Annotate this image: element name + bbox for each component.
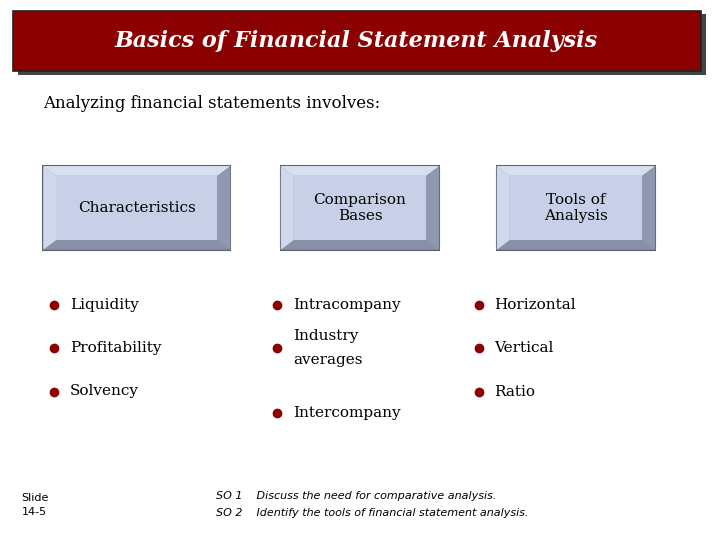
FancyBboxPatch shape: [18, 14, 706, 75]
Text: SO 2    Identify the tools of financial statement analysis.: SO 2 Identify the tools of financial sta…: [216, 508, 528, 518]
Text: averages: averages: [293, 353, 363, 367]
FancyBboxPatch shape: [281, 166, 439, 249]
FancyBboxPatch shape: [497, 166, 655, 249]
Polygon shape: [497, 166, 510, 249]
Text: Intercompany: Intercompany: [293, 406, 400, 420]
Polygon shape: [43, 166, 56, 249]
Polygon shape: [642, 166, 655, 249]
FancyBboxPatch shape: [43, 166, 230, 249]
Polygon shape: [497, 240, 655, 249]
FancyBboxPatch shape: [510, 176, 642, 240]
Polygon shape: [281, 166, 294, 249]
Text: Liquidity: Liquidity: [70, 298, 139, 312]
Text: Analyzing financial statements involves:: Analyzing financial statements involves:: [43, 95, 380, 112]
Polygon shape: [497, 166, 655, 176]
Text: Vertical: Vertical: [495, 341, 554, 355]
Text: Horizontal: Horizontal: [495, 298, 576, 312]
Polygon shape: [217, 166, 230, 249]
Text: Characteristics: Characteristics: [78, 201, 196, 215]
Text: Industry: Industry: [293, 329, 359, 343]
FancyBboxPatch shape: [56, 176, 217, 240]
Polygon shape: [281, 240, 439, 249]
Text: Tools of
Analysis: Tools of Analysis: [544, 193, 608, 223]
Text: Profitability: Profitability: [70, 341, 161, 355]
Polygon shape: [43, 240, 230, 249]
Text: Slide
14-5: Slide 14-5: [22, 493, 49, 517]
FancyBboxPatch shape: [294, 176, 426, 240]
Text: Basics of Financial Statement Analysis: Basics of Financial Statement Analysis: [114, 30, 598, 52]
Polygon shape: [281, 166, 439, 176]
Text: Intracompany: Intracompany: [293, 298, 400, 312]
Text: Comparison
Bases: Comparison Bases: [314, 193, 406, 223]
Text: SO 1    Discuss the need for comparative analysis.: SO 1 Discuss the need for comparative an…: [216, 491, 496, 501]
Text: Ratio: Ratio: [495, 384, 536, 399]
Polygon shape: [426, 166, 439, 249]
FancyBboxPatch shape: [13, 11, 701, 71]
Polygon shape: [43, 166, 230, 176]
Text: Solvency: Solvency: [70, 384, 139, 399]
